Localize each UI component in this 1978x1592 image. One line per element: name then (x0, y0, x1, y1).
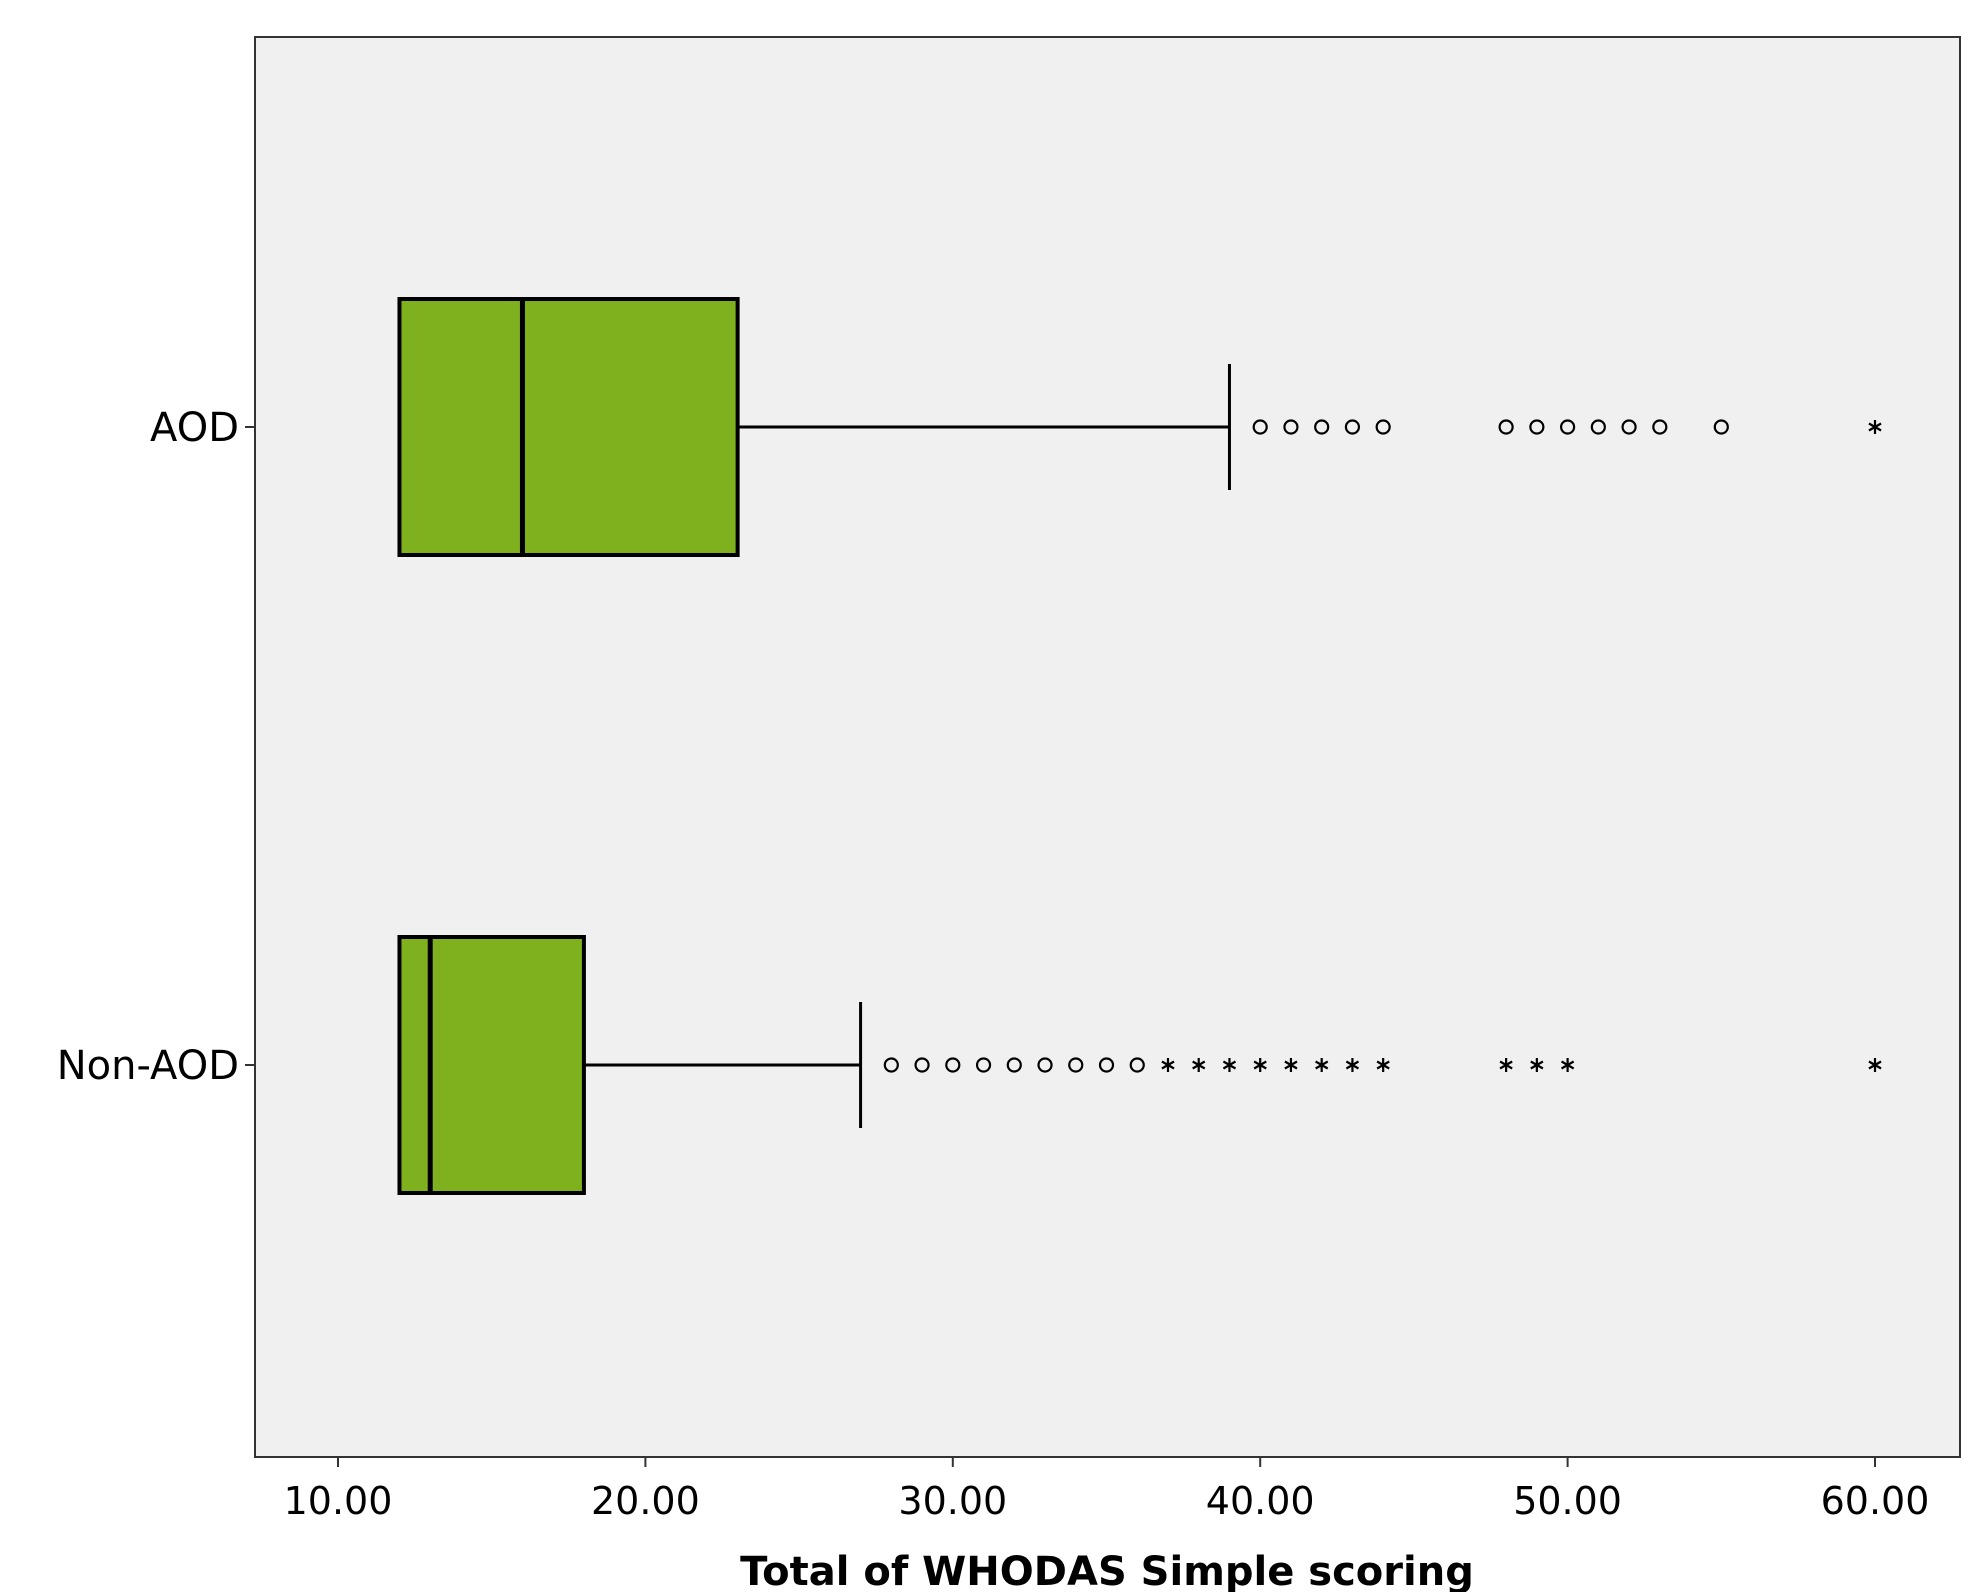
outlier-point (1498, 419, 1514, 435)
extreme-point (1868, 1058, 1882, 1072)
x-tick-label: 10.00 (284, 1479, 393, 1523)
extreme-point (1499, 1058, 1513, 1072)
x-axis-title: Total of WHODAS Simple scoring (740, 1549, 1474, 1592)
extreme-point (1192, 1058, 1206, 1072)
x-tick-label: 30.00 (898, 1479, 1007, 1523)
extreme-point (1284, 1058, 1298, 1072)
extreme-point (1560, 1058, 1575, 1072)
outlier-point (1529, 419, 1545, 435)
extreme-point (1315, 1058, 1329, 1072)
x-tick-label: 50.00 (1513, 1479, 1622, 1523)
outlier-point (1068, 1057, 1084, 1073)
category-label: AOD (150, 405, 239, 451)
outlier-point (1129, 1057, 1145, 1073)
outlier-point (975, 1057, 992, 1073)
outlier-point (1652, 419, 1668, 435)
outlier-point (945, 1057, 961, 1073)
extreme-point (1161, 1058, 1175, 1072)
outlier-point (1344, 419, 1361, 435)
outlier-point (1098, 1057, 1115, 1073)
outlier-point (1375, 419, 1391, 435)
extreme-point (1376, 1058, 1390, 1072)
outlier-point (1559, 419, 1576, 435)
box (397, 297, 740, 557)
outlier-point (1283, 419, 1299, 435)
outlier-point (883, 1057, 899, 1073)
outlier-point (1590, 419, 1606, 435)
x-tick-label: 60.00 (1821, 1479, 1930, 1523)
x-tick-label: 40.00 (1206, 1479, 1315, 1523)
outlier-point (1037, 1057, 1053, 1073)
plot-area (254, 36, 1961, 1458)
outlier-point (1713, 419, 1729, 435)
extreme-point (1530, 1058, 1544, 1072)
outlier-point (914, 1057, 930, 1073)
extreme-point (1253, 1058, 1267, 1072)
extreme-point (1868, 420, 1882, 434)
extreme-point (1222, 1058, 1237, 1072)
outlier-point (1314, 419, 1330, 435)
category-label: Non-AOD (57, 1043, 239, 1089)
x-tick-label: 20.00 (591, 1479, 700, 1523)
outlier-point (1252, 419, 1268, 435)
outlier-point (1006, 1057, 1022, 1073)
box (397, 935, 586, 1195)
outlier-point (1621, 419, 1637, 435)
extreme-point (1345, 1058, 1360, 1072)
